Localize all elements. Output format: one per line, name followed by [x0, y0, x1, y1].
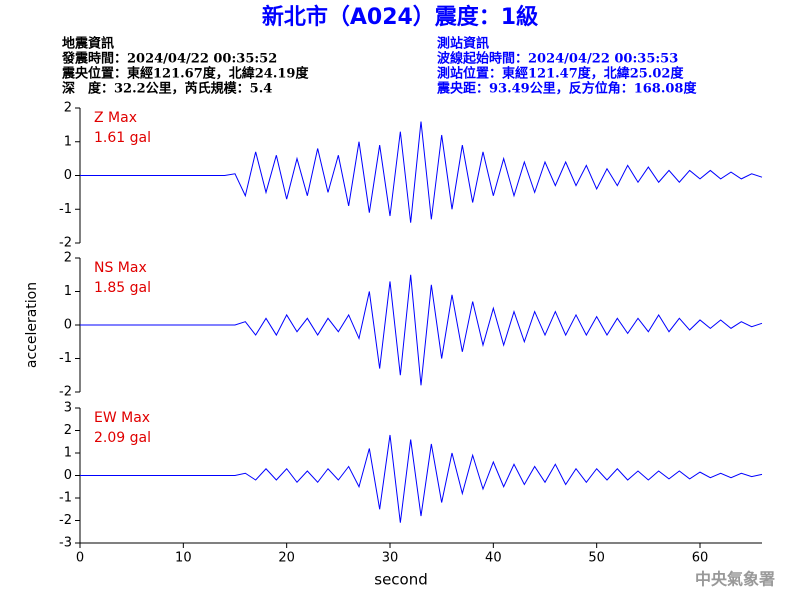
footer: 中央氣象署 [695, 570, 775, 589]
x-tick-label: 0 [76, 551, 84, 566]
x-tick-label: 50 [588, 551, 605, 566]
y-tick-label: 2 [64, 101, 72, 116]
x-tick-label: 40 [485, 551, 502, 566]
x-tick-label: 10 [175, 551, 192, 566]
station-info-right: 測站位置：東經121.47度，北緯25.02度 [437, 66, 684, 82]
max-annotation: EW Max [94, 410, 150, 426]
y-tick-label: -2 [59, 513, 72, 528]
title: 新北市（A024）震度：1級 [262, 4, 538, 30]
x-tick-label: 20 [278, 551, 295, 566]
y-tick-label: 0 [64, 318, 72, 333]
x-axis-label: second [374, 571, 428, 589]
waveform [80, 121, 763, 223]
y-tick-label: -1 [59, 202, 72, 217]
station-info-left: 發震時間：2024/04/22 00:35:52 [61, 51, 277, 67]
y-axis-label: acceleration [24, 282, 40, 368]
station-info-left: 震央位置：東經121.67度，北緯24.19度 [61, 66, 309, 82]
y-tick-label: -1 [59, 491, 72, 506]
max-annotation: NS Max [94, 260, 147, 276]
y-tick-label: 1 [64, 446, 72, 461]
x-tick-label: 30 [382, 551, 399, 566]
waveform [80, 274, 763, 386]
x-tick-label: 60 [692, 551, 709, 566]
y-tick-label: 0 [64, 468, 72, 483]
station-info-right: 震央距：93.49公里，反方位角：168.08度 [436, 81, 697, 97]
y-tick-label: 1 [64, 284, 72, 299]
station-info-left: 地震資訊 [62, 36, 114, 52]
max-annotation: 1.85 gal [94, 280, 151, 296]
y-tick-label: -2 [59, 236, 72, 251]
y-tick-label: 2 [64, 423, 72, 438]
y-tick-label: 0 [64, 168, 72, 183]
station-info-right: 波線起始時間：2024/04/22 00:35:53 [437, 51, 678, 67]
max-annotation: 1.61 gal [94, 130, 151, 146]
station-info-left: 深 度：32.2公里，芮氏規模：5.4 [62, 81, 272, 97]
waveform [80, 434, 763, 523]
station-info-right: 測站資訊 [437, 36, 489, 52]
y-tick-label: -2 [59, 385, 72, 400]
max-annotation: 2.09 gal [94, 430, 151, 446]
y-tick-label: 2 [64, 251, 72, 266]
y-tick-label: 3 [64, 401, 72, 416]
y-tick-label: 1 [64, 134, 72, 149]
y-tick-label: -3 [59, 536, 72, 551]
y-tick-label: -1 [59, 351, 72, 366]
max-annotation: Z Max [94, 110, 137, 126]
